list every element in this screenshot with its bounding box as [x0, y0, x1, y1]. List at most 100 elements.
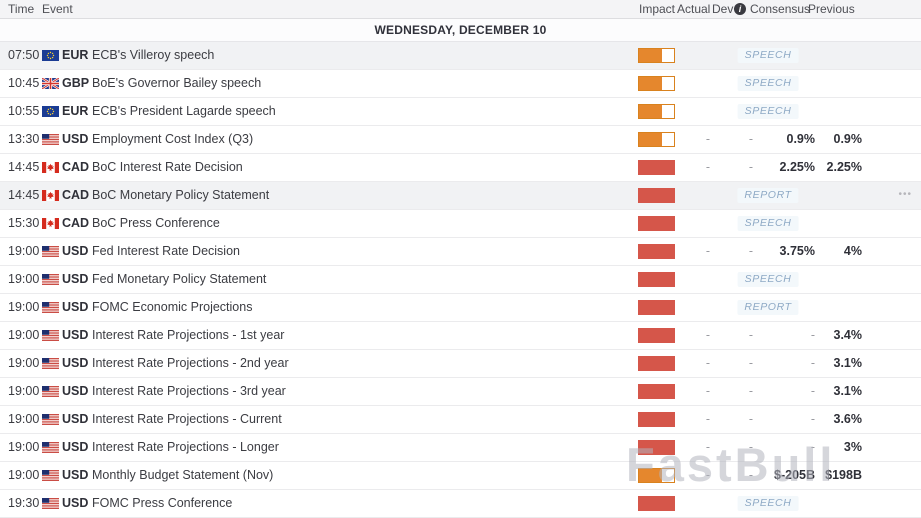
- currency-code: USD: [62, 384, 89, 398]
- column-header-dev: Dev: [712, 2, 734, 16]
- consensus-value: -: [810, 384, 815, 398]
- event-time: 19:00: [8, 328, 40, 342]
- impact-bar-high: [638, 244, 675, 259]
- speech-badge[interactable]: SPEECH: [737, 496, 799, 511]
- event-title: ECB's Villeroy speech: [92, 48, 215, 62]
- impact-bar-high: [638, 216, 675, 231]
- currency-code: USD: [62, 132, 89, 146]
- event-row[interactable]: 19:00 USD Fed Monetary Policy Statement SPE…: [0, 266, 921, 294]
- event-row[interactable]: 19:00 USD FOMC Economic Projections REPORT: [0, 294, 921, 322]
- us-flag-icon: [42, 358, 59, 369]
- actual-value: -: [705, 384, 710, 398]
- impact-bar-high: [638, 160, 675, 175]
- us-flag-icon: [42, 134, 59, 145]
- currency-code: GBP: [62, 76, 90, 90]
- speech-badge[interactable]: SPEECH: [737, 76, 799, 91]
- report-badge[interactable]: REPORT: [737, 300, 799, 315]
- impact-bar-medium: [638, 76, 675, 91]
- event-title: FOMC Economic Projections: [92, 300, 253, 314]
- event-row[interactable]: 19:00 USD Interest Rate Projections - 1st …: [0, 322, 921, 350]
- actual-value: -: [705, 356, 710, 370]
- event-time: 19:00: [8, 384, 40, 398]
- speech-badge[interactable]: SPEECH: [737, 216, 799, 231]
- event-row[interactable]: 10:45 GBP BoE's Governor Bailey speech SPEE…: [0, 70, 921, 98]
- event-row[interactable]: 19:00 USD Interest Rate Projections - Long…: [0, 434, 921, 462]
- currency-code: USD: [62, 468, 89, 482]
- column-header-row: Time Event Impact Actual Dev i Consensus…: [0, 0, 921, 19]
- impact-bar-high: [638, 328, 675, 343]
- gb-flag-icon: [42, 78, 59, 89]
- event-rows: 07:50 EUR ECB's Villeroy speech SPEECH 10:45…: [0, 42, 921, 518]
- us-flag-icon: [42, 330, 59, 341]
- currency-code: USD: [62, 440, 89, 454]
- event-time: 07:50: [8, 48, 40, 62]
- event-row[interactable]: 14:45 CAD BoC Monetary Policy Statement REP…: [0, 182, 921, 210]
- previous-value: 3.4%: [833, 328, 863, 342]
- event-row[interactable]: 14:45 CAD BoC Interest Rate Decision - - 2.25…: [0, 154, 921, 182]
- event-time: 19:00: [8, 272, 40, 286]
- event-time: 13:30: [8, 132, 40, 146]
- dev-value: -: [748, 468, 753, 482]
- impact-bar-medium: [638, 132, 675, 147]
- previous-value: 3.1%: [833, 384, 863, 398]
- event-row[interactable]: 19:30 USD FOMC Press Conference SPEECH: [0, 490, 921, 518]
- event-title: Interest Rate Projections - Longer: [92, 440, 279, 454]
- currency-code: USD: [62, 356, 89, 370]
- currency-code: CAD: [62, 216, 90, 230]
- consensus-value: 2.25%: [779, 160, 815, 174]
- dev-value: -: [748, 160, 753, 174]
- actual-value: -: [705, 160, 710, 174]
- actual-value: -: [705, 468, 710, 482]
- event-row[interactable]: 15:30 CAD BoC Press Conference SPEECH: [0, 210, 921, 238]
- event-title: Fed Interest Rate Decision: [92, 244, 240, 258]
- actual-value: -: [705, 132, 710, 146]
- event-row[interactable]: 19:00 USD Interest Rate Projections - Curr…: [0, 406, 921, 434]
- event-row[interactable]: 07:50 EUR ECB's Villeroy speech SPEECH: [0, 42, 921, 70]
- event-time: 19:00: [8, 412, 40, 426]
- event-row[interactable]: 19:00 USD Fed Interest Rate Decision - - 3.75…: [0, 238, 921, 266]
- column-header-actual: Actual: [677, 2, 711, 16]
- previous-value: 3.1%: [833, 356, 863, 370]
- event-row[interactable]: 19:00 USD Monthly Budget Statement (Nov) - -…: [0, 462, 921, 490]
- currency-code: EUR: [62, 104, 89, 118]
- us-flag-icon: [42, 246, 59, 257]
- ca-flag-icon: [42, 162, 59, 173]
- event-row[interactable]: 13:30 USD Employment Cost Index (Q3) - - 0.9%…: [0, 126, 921, 154]
- event-title: Interest Rate Projections - Current: [92, 412, 282, 426]
- event-title: Fed Monetary Policy Statement: [92, 272, 267, 286]
- column-header-time: Time: [8, 2, 35, 16]
- actual-value: -: [705, 328, 710, 342]
- previous-value: 3.6%: [833, 412, 863, 426]
- actual-value: -: [705, 440, 710, 454]
- impact-bar-medium: [638, 48, 675, 63]
- dev-info-icon[interactable]: i: [734, 3, 746, 15]
- event-title: ECB's President Lagarde speech: [92, 104, 276, 118]
- us-flag-icon: [42, 386, 59, 397]
- speech-badge[interactable]: SPEECH: [737, 272, 799, 287]
- speech-badge[interactable]: SPEECH: [737, 104, 799, 119]
- event-time: 19:00: [8, 468, 40, 482]
- currency-code: USD: [62, 328, 89, 342]
- ca-flag-icon: [42, 190, 59, 201]
- event-time: 19:00: [8, 440, 40, 454]
- event-row[interactable]: 19:00 USD Interest Rate Projections - 3rd …: [0, 378, 921, 406]
- actual-value: -: [705, 412, 710, 426]
- us-flag-icon: [42, 414, 59, 425]
- impact-bar-high: [638, 188, 675, 203]
- date-header: WEDNESDAY, DECEMBER 10: [0, 19, 921, 42]
- event-time: 14:45: [8, 160, 40, 174]
- speech-badge[interactable]: SPEECH: [737, 48, 799, 63]
- impact-bar-high: [638, 300, 675, 315]
- previous-value: 2.25%: [826, 160, 862, 174]
- event-row[interactable]: 10:55 EUR ECB's President Lagarde speech SP…: [0, 98, 921, 126]
- currency-code: USD: [62, 300, 89, 314]
- impact-bar-medium: [638, 468, 675, 483]
- us-flag-icon: [42, 302, 59, 313]
- dev-value: -: [748, 244, 753, 258]
- event-row[interactable]: 19:00 USD Interest Rate Projections - 2nd …: [0, 350, 921, 378]
- event-time: 19:00: [8, 356, 40, 370]
- event-time: 10:45: [8, 76, 40, 90]
- more-options-icon[interactable]: •••: [898, 189, 912, 200]
- report-badge[interactable]: REPORT: [737, 188, 799, 203]
